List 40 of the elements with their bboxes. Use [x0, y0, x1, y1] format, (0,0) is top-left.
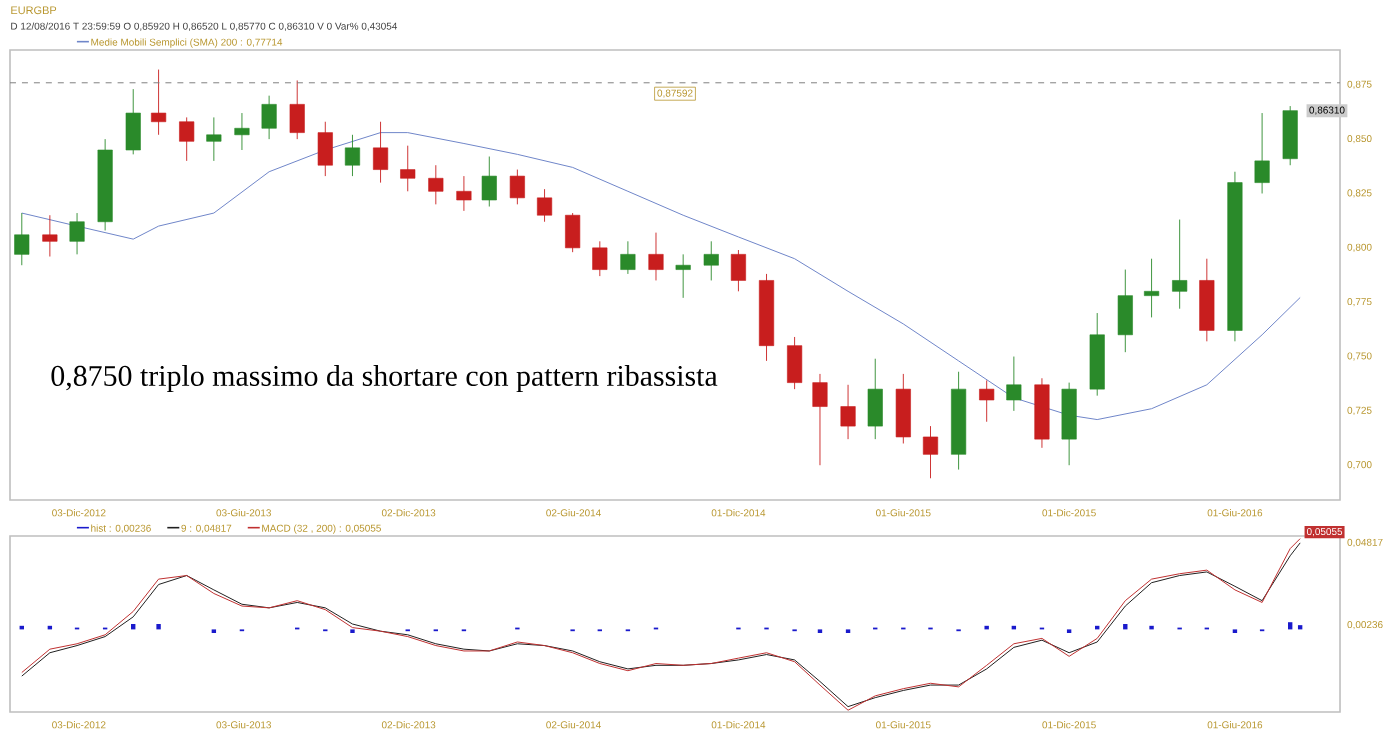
candlestick	[179, 116, 195, 162]
candlestick	[1144, 258, 1160, 318]
candlestick	[344, 134, 361, 177]
candlestick	[1172, 219, 1188, 310]
line-series	[21, 132, 1301, 421]
candlestick	[565, 212, 581, 253]
candlestick	[14, 212, 30, 266]
candlestick	[481, 156, 497, 207]
candlestick	[867, 358, 883, 440]
candlestick	[261, 95, 277, 140]
candlestick	[730, 249, 746, 292]
candlestick	[234, 112, 250, 151]
candlestick	[125, 88, 141, 155]
candlestick	[703, 240, 719, 281]
candlestick	[206, 116, 222, 162]
candlestick	[1254, 112, 1270, 194]
candlestick	[509, 169, 525, 205]
candlestick	[895, 373, 911, 444]
candlestick	[42, 214, 58, 257]
candlestick	[1117, 269, 1133, 353]
candlestick	[648, 232, 664, 281]
candlestick	[1006, 356, 1022, 412]
annotation: 0,8750 triplo massimo da shortare con pattern ribassista	[51, 364, 718, 393]
candlestick	[620, 240, 636, 275]
candlestick	[428, 164, 444, 205]
candlestick	[289, 79, 305, 140]
candlestick	[675, 253, 691, 299]
candlestick	[592, 240, 608, 277]
candlestick	[456, 175, 472, 212]
candlestick	[373, 121, 389, 184]
candlestick	[922, 425, 939, 479]
candlestick	[400, 145, 416, 192]
candlestick	[812, 373, 828, 466]
candlestick	[69, 212, 85, 255]
candlestick	[787, 336, 803, 390]
candlestick	[317, 121, 333, 177]
candlestick	[151, 69, 167, 136]
candlestick	[979, 379, 995, 423]
candlestick	[537, 188, 553, 223]
candlestick	[840, 384, 856, 440]
